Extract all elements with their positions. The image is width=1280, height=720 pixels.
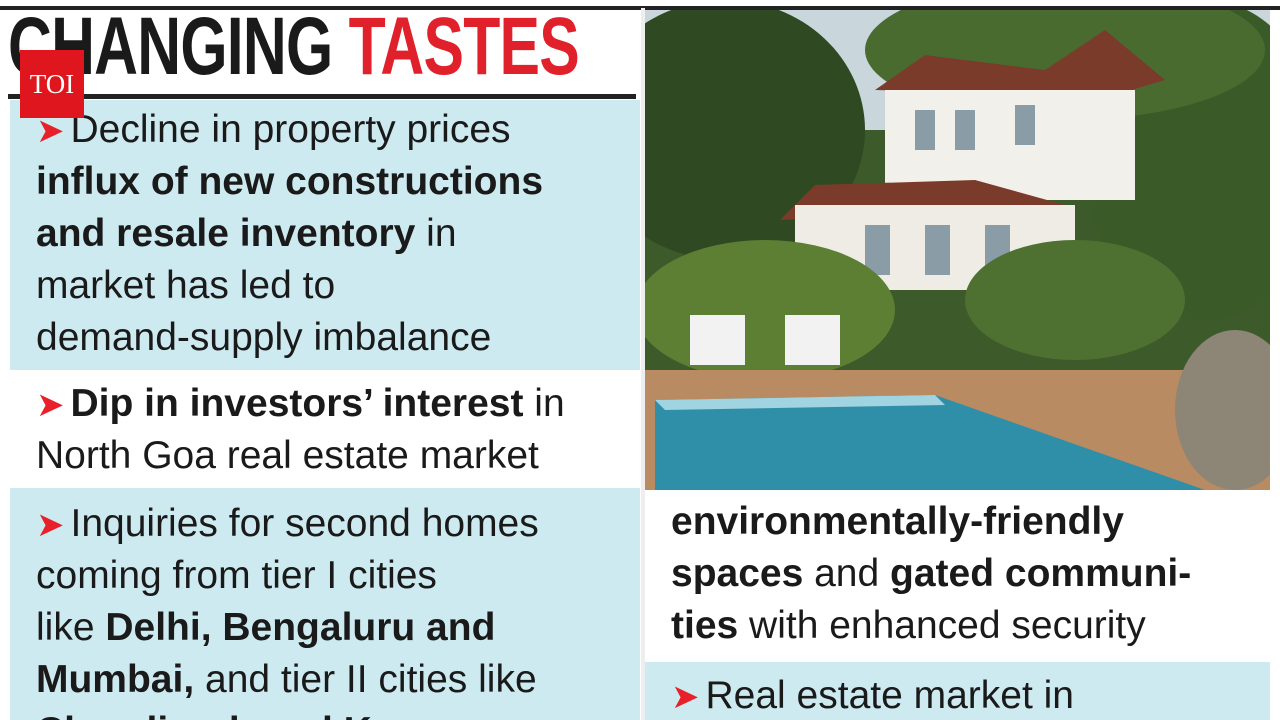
text-segment: and (803, 552, 891, 595)
text-segment: and resale inventory (36, 212, 416, 255)
text-line: North Goa real estate market (36, 436, 539, 475)
title: CHANGING TASTES (8, 6, 580, 88)
text-segment: Real estate market in (705, 674, 1075, 717)
text-line: ties with enhanced security (671, 606, 1146, 645)
item-box: ➤ Inquiries for second homes coming from t… (10, 488, 640, 720)
text-segment: Decline in property prices (70, 108, 511, 151)
text-segment: Dip in investors’ interest (70, 382, 524, 425)
divider (641, 8, 645, 720)
text-segment: demand-supply imbalance (36, 316, 492, 359)
item-box: ➤ Real estate market in (645, 662, 1270, 720)
text-line: influx of new constructions (36, 162, 543, 201)
item-box: environmentally-friendly spaces and gated… (645, 490, 1270, 662)
text-line: coming from tier I cities (36, 556, 437, 595)
text-segment: Mumbai, (36, 658, 195, 701)
text-line: like Delhi, Bengaluru and (36, 608, 495, 647)
text-segment: Delhi, Bengaluru and (105, 606, 496, 649)
bullet-arrow: ➤ (671, 678, 700, 716)
text-line: demand-supply imbalance (36, 318, 491, 357)
bullet-arrow: ➤ (36, 506, 65, 544)
title-part: TASTES (348, 1, 580, 92)
text-line: Chandigarh and Kanpur (36, 712, 480, 720)
photo (645, 10, 1270, 490)
text-segment: environmentally-friendly (671, 500, 1124, 543)
text-line: ➤ Dip in investors’ interest in (36, 384, 565, 423)
text-segment: spaces (671, 552, 804, 595)
item-box: ➤ Dip in investors’ interest in North Goa … (10, 370, 640, 488)
text-line: ➤ Real estate market in (671, 676, 1074, 715)
text-line: ➤ Decline in property prices (36, 110, 511, 149)
text-segment: in (523, 382, 565, 425)
text-line: spaces and gated communi- (671, 554, 1191, 593)
top-rule (0, 6, 1280, 10)
text-segment: in (415, 212, 457, 255)
text-segment: like (36, 606, 106, 649)
text-line: ➤ Inquiries for second homes (36, 504, 539, 543)
text-segment: and tier II cities like (194, 658, 537, 701)
item-box: ➤ Decline in property prices influx of new… (10, 100, 640, 370)
text-segment: Chandigarh and Kanpur (36, 710, 480, 720)
text-segment: coming from tier I cities (36, 554, 437, 597)
text-segment: ties (671, 604, 739, 647)
text-line: market has led to (36, 266, 335, 305)
text-segment: with enhanced security (738, 604, 1146, 647)
title-rule (8, 94, 636, 99)
text-segment: gated communi- (890, 552, 1192, 595)
text-segment: market has led to (36, 264, 336, 307)
text-line: and resale inventory in (36, 214, 457, 253)
text-segment: North Goa real estate market (36, 434, 539, 477)
text-line: environmentally-friendly (671, 502, 1124, 541)
bullet-arrow: ➤ (36, 112, 65, 150)
text-segment: Inquiries for second homes (70, 502, 539, 545)
logo: TOI (20, 50, 84, 118)
bullet-arrow: ➤ (36, 386, 65, 424)
text-line: Mumbai, and tier II cities like (36, 660, 537, 699)
text-segment: influx of new constructions (36, 160, 544, 203)
